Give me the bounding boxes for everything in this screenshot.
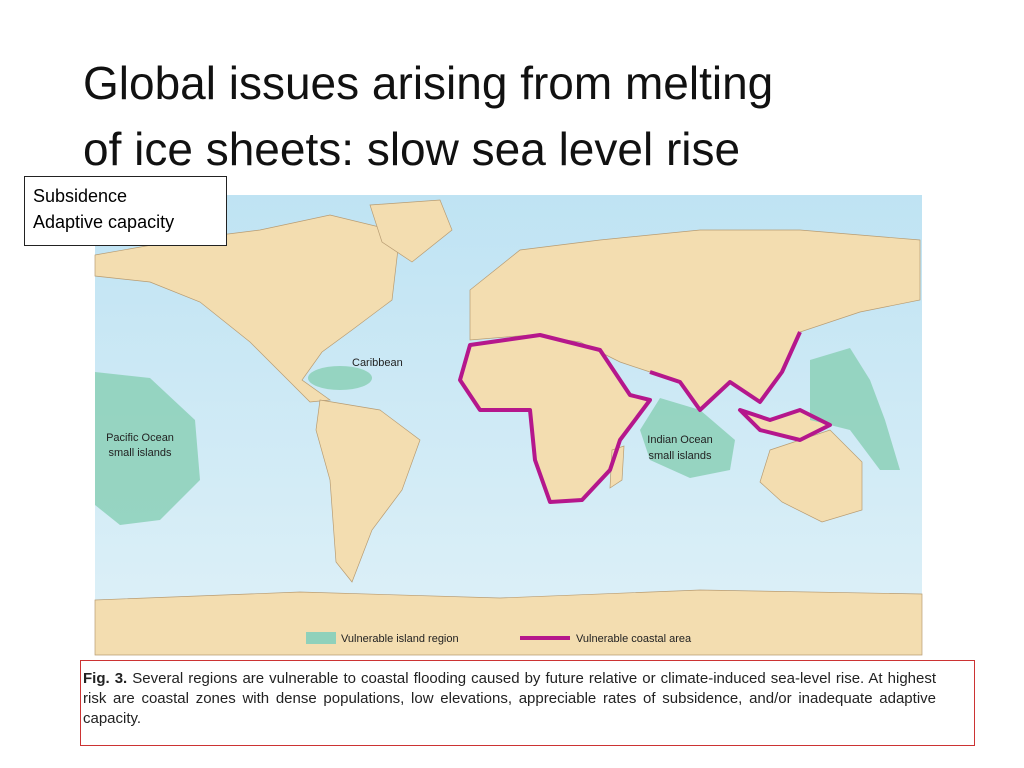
map-label: small islands	[109, 447, 172, 459]
title-line: of ice sheets: slow sea level rise	[83, 123, 741, 175]
land	[94, 199, 923, 656]
callout-item: Adaptive capacity	[33, 212, 175, 232]
map-label: Indian Ocean	[647, 434, 712, 446]
title-line: Global issues arising from melting	[83, 57, 774, 109]
map-label: Pacific Ocean	[106, 432, 174, 444]
legend-label: Vulnerable coastal area	[576, 633, 692, 645]
caption-text: Several regions are vulnerable to coasta…	[83, 670, 937, 727]
map-label: small islands	[649, 450, 712, 462]
coastal-areas	[458, 331, 832, 504]
figure-caption: Fig. 3. Several regions are vulnerable t…	[80, 660, 975, 746]
caption-label: Fig. 3.	[83, 670, 128, 687]
legend-label: Vulnerable island region	[341, 633, 459, 645]
map-label: Caribbean	[352, 357, 403, 369]
callout-box: Subsidence Adaptive capacity	[24, 176, 227, 246]
island-regions	[95, 348, 900, 525]
legend-swatch	[306, 632, 336, 644]
slide-title: Global issues arising from melting of ic…	[83, 50, 773, 182]
callout-item: Subsidence	[33, 186, 128, 206]
